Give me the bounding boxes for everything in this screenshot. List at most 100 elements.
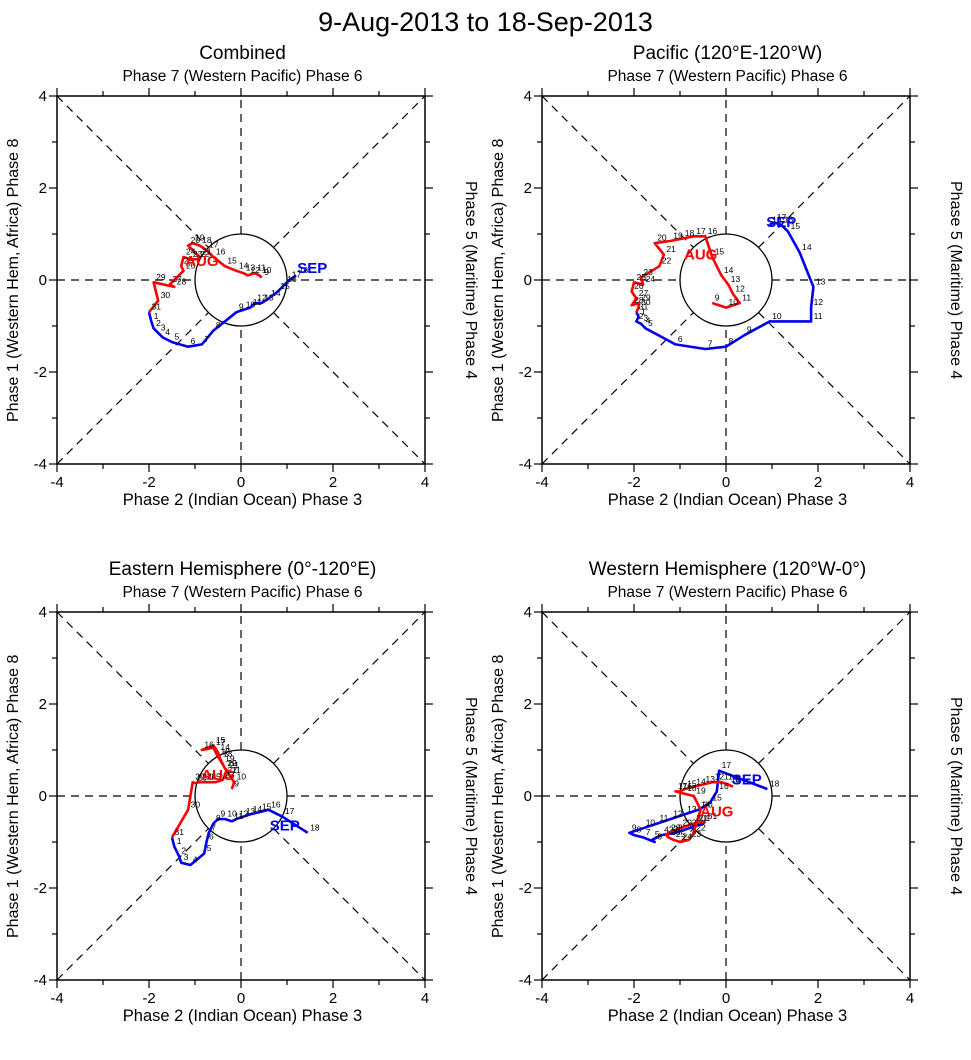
day-label: 10	[237, 772, 247, 782]
day-label: 11	[742, 293, 751, 303]
x-tick-label: 0	[237, 474, 245, 489]
y-tick-label: -4	[519, 456, 532, 473]
left-axis-label: Phase 1 (Western Hem, Africa) Phase 8	[5, 138, 22, 422]
day-label: 23	[692, 829, 702, 839]
x-tick-label: -4	[535, 474, 548, 489]
day-label: 19	[696, 786, 706, 796]
x-tick-label: 2	[329, 990, 337, 1005]
day-label: 1	[706, 813, 711, 823]
panel-title: Eastern Hemisphere (0°-120°E)	[108, 559, 377, 580]
left-axis-label: Phase 1 (Western Hem, Africa) Phase 8	[490, 138, 507, 422]
x-tick-label: 4	[421, 990, 429, 1005]
day-label: 16	[271, 799, 281, 809]
y-tick-label: 0	[39, 272, 47, 289]
day-label: 16	[784, 214, 794, 224]
trajectory-sep	[147, 274, 297, 349]
dashed-guide-line	[758, 611, 911, 764]
dashed-guide-line	[758, 828, 911, 981]
day-label: 11	[724, 772, 733, 782]
day-label: 13	[264, 293, 274, 303]
day-label: 13	[246, 806, 256, 816]
day-label: 8	[216, 813, 221, 823]
dashed-guide-line	[273, 95, 426, 248]
dashed-guide-line	[758, 95, 911, 248]
day-label: 2	[181, 845, 186, 855]
trajectory-aug	[664, 780, 734, 844]
day-label: 14	[221, 742, 231, 752]
day-label: 21	[202, 247, 212, 257]
dashed-guide-line	[758, 312, 911, 465]
y-tick-label: -2	[519, 364, 532, 381]
day-label: 12	[250, 265, 260, 275]
day-label: 5	[648, 318, 653, 328]
day-label: 29	[156, 272, 166, 282]
x-tick-label: 2	[814, 474, 822, 489]
panel-western-hemisphere: Western Hemisphere (120°W-0°) Phase 7 (W…	[485, 557, 970, 1047]
x-tick-label: 2	[814, 990, 822, 1005]
top-axis-label: Phase 7 (Western Pacific) Phase 6	[607, 68, 848, 85]
day-label: 22	[200, 249, 210, 259]
day-label: 28	[198, 773, 208, 783]
x-tick-label: -2	[627, 990, 640, 1005]
day-label: 8	[637, 825, 642, 835]
day-label: 10	[246, 299, 256, 309]
day-label: 12	[673, 809, 683, 819]
day-label: 18	[772, 214, 782, 224]
day-label: 1	[641, 306, 646, 316]
x-tick-label: 0	[722, 990, 730, 1005]
day-label: 13	[706, 774, 716, 784]
day-label: 4	[646, 316, 651, 326]
dashed-guide-line	[273, 828, 426, 981]
day-label: 7	[646, 827, 651, 837]
day-label: 12	[715, 772, 725, 782]
day-label: 2	[639, 311, 644, 321]
day-label: 26	[634, 281, 644, 291]
unit-circle	[194, 233, 288, 327]
month-label: AUG	[700, 804, 733, 821]
day-label: 17	[285, 806, 295, 816]
day-label: 16	[708, 226, 718, 236]
y-tick-label: 2	[524, 696, 532, 713]
y-tick-label: 4	[524, 604, 532, 621]
right-axis-label: Phase 5 (Maritime) Phase 4	[947, 180, 964, 380]
month-label: SEP	[297, 260, 327, 277]
month-label: SEP	[732, 772, 762, 789]
day-label: 26	[186, 260, 196, 270]
dashed-guide-line	[541, 828, 694, 981]
day-label: 4	[664, 825, 669, 835]
y-tick-label: 0	[524, 272, 532, 289]
day-label: 18	[221, 746, 231, 756]
day-label: 30	[191, 799, 201, 809]
plot-border	[56, 95, 426, 465]
bottom-axis-label: Phase 2 (Indian Ocean) Phase 3	[122, 491, 363, 509]
y-tick-label: -4	[34, 456, 47, 473]
day-label: 14	[253, 804, 263, 814]
top-axis-label: Phase 7 (Western Pacific) Phase 6	[122, 584, 363, 601]
day-label: 21	[230, 760, 240, 770]
day-label: 16	[287, 274, 297, 284]
panel-title: Combined	[199, 43, 286, 64]
day-label: 21	[699, 813, 709, 823]
dashed-guide-line	[56, 95, 209, 248]
day-label: 3	[184, 852, 189, 862]
day-label: 27	[669, 825, 679, 835]
day-label: 6	[657, 832, 662, 842]
top-axis-label: Phase 7 (Western Pacific) Phase 6	[122, 68, 363, 85]
day-label: 24	[683, 832, 693, 842]
y-tick-label: 2	[39, 180, 47, 197]
dashed-guide-line	[541, 611, 694, 764]
trajectory-sep	[635, 221, 815, 351]
trajectory-aug	[170, 744, 236, 839]
trajectory-aug	[147, 241, 263, 314]
trajectory-aug	[630, 235, 742, 313]
day-label: 11	[232, 765, 241, 775]
y-tick-label: -2	[34, 364, 47, 381]
x-tick-label: 0	[722, 474, 730, 489]
bottom-axis-label: Phase 2 (Indian Ocean) Phase 3	[607, 1007, 848, 1025]
day-label: 10	[262, 265, 272, 275]
day-label: 11	[253, 297, 262, 307]
panel-grid: Combined Phase 7 (Western Pacific) Phase…	[0, 41, 971, 1047]
panel-title: Pacific (120°E-120°W)	[632, 43, 823, 64]
